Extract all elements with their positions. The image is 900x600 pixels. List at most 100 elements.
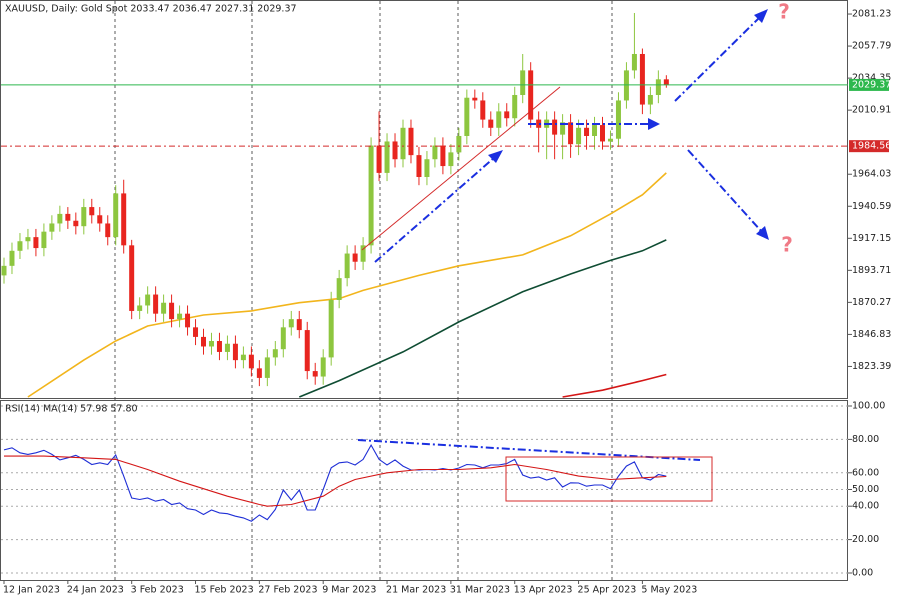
candle-body bbox=[296, 319, 302, 331]
candle-body bbox=[137, 305, 143, 311]
line bbox=[298, 239, 667, 398]
candle-body bbox=[584, 127, 590, 136]
y-tick-label: 2081.23 bbox=[852, 9, 891, 20]
candle-body bbox=[25, 237, 31, 242]
y-tick-label: 2034.35 bbox=[852, 73, 891, 84]
y-tick-label: 2057.79 bbox=[852, 41, 891, 52]
arrow-head bbox=[754, 9, 768, 23]
candle-body bbox=[73, 220, 79, 227]
candle-body bbox=[280, 327, 286, 350]
candle-body bbox=[121, 193, 127, 246]
candle-body bbox=[105, 223, 111, 238]
y-tick-label: 1917.15 bbox=[852, 233, 891, 244]
candle-body bbox=[528, 70, 534, 120]
x-tick-label: 13 Apr 2023 bbox=[514, 585, 573, 596]
candle-body bbox=[655, 79, 661, 95]
candle-body bbox=[360, 245, 366, 262]
x-tick-label: 3 Feb 2023 bbox=[131, 585, 184, 596]
candle-body bbox=[41, 231, 47, 249]
candle-body bbox=[248, 354, 254, 369]
line bbox=[4, 455, 667, 507]
candle-body bbox=[1, 265, 7, 276]
y-tick-label: 50.00 bbox=[852, 484, 879, 495]
candle-body bbox=[352, 253, 358, 262]
candle-body bbox=[376, 145, 382, 173]
candle-body bbox=[647, 94, 653, 105]
trend-line bbox=[361, 86, 561, 251]
candle-body bbox=[623, 70, 629, 101]
candle-body bbox=[368, 145, 374, 246]
candle-body bbox=[89, 207, 95, 216]
candle-body bbox=[177, 313, 183, 320]
period-separators bbox=[114, 1, 613, 580]
candle-body bbox=[520, 70, 526, 95]
candle-body bbox=[615, 100, 621, 139]
candle-body bbox=[536, 119, 542, 128]
chart-title: XAUUSD, Daily: Gold Spot 2033.47 2036.47… bbox=[5, 4, 297, 15]
drawings bbox=[357, 9, 769, 502]
candle-body bbox=[496, 111, 502, 128]
y-tick-label: 80.00 bbox=[852, 434, 879, 445]
candle-body bbox=[663, 79, 669, 85]
y-tick-label: 1964.03 bbox=[852, 169, 891, 180]
price-label: 1984.56 bbox=[852, 141, 891, 152]
candle-body bbox=[424, 159, 430, 177]
candle-body bbox=[33, 237, 39, 249]
arrow-head bbox=[756, 226, 769, 240]
y-tick-label: 1940.59 bbox=[852, 201, 891, 212]
candle-body bbox=[81, 207, 87, 227]
y-tick-label: 20.00 bbox=[852, 534, 879, 545]
candle-body bbox=[169, 302, 175, 320]
candle-body bbox=[472, 97, 478, 101]
candle-body bbox=[384, 141, 390, 173]
candle-body bbox=[256, 368, 262, 378]
candle-body bbox=[161, 302, 167, 314]
x-tick-label: 31 Mar 2023 bbox=[450, 585, 510, 596]
y-tick-label: 2010.91 bbox=[852, 105, 891, 116]
arrow-heads bbox=[488, 9, 769, 240]
candle-body bbox=[288, 319, 294, 328]
candle-body bbox=[512, 94, 518, 119]
candle-body bbox=[592, 125, 598, 136]
candle-body bbox=[312, 371, 318, 377]
candle-body bbox=[57, 213, 63, 224]
rsi-title: RSI(14) MA(14) 57.98 57.80 bbox=[5, 404, 138, 415]
candle-body bbox=[631, 53, 637, 71]
candle-body bbox=[639, 53, 645, 105]
line bbox=[3, 443, 667, 522]
candle-body bbox=[153, 294, 159, 314]
price-label-box bbox=[849, 140, 889, 153]
line bbox=[27, 172, 667, 398]
candle-body bbox=[600, 125, 605, 142]
candle-body bbox=[9, 250, 15, 266]
candle-body bbox=[304, 330, 310, 372]
x-tick-label: 27 Feb 2023 bbox=[258, 585, 317, 596]
price-label-box bbox=[849, 78, 889, 91]
candle-body bbox=[560, 122, 566, 135]
rsi-panel bbox=[0, 400, 848, 581]
highlight-box bbox=[505, 456, 713, 502]
y-tick-label: 1823.39 bbox=[852, 361, 891, 372]
y-tick-label: 60.00 bbox=[852, 467, 879, 478]
candle-body bbox=[344, 253, 350, 279]
candle-body bbox=[432, 145, 438, 160]
candle-body bbox=[456, 135, 462, 153]
candle-body bbox=[607, 138, 613, 142]
candle-body bbox=[65, 213, 71, 221]
candle-body bbox=[240, 354, 246, 361]
candle-body bbox=[480, 100, 486, 120]
candle-body bbox=[392, 141, 398, 160]
x-tick-label: 15 Feb 2023 bbox=[195, 585, 254, 596]
candle-body bbox=[185, 313, 191, 328]
arrow-head bbox=[488, 150, 503, 163]
candle-body bbox=[448, 152, 454, 167]
candle-body bbox=[576, 127, 582, 145]
candle-body bbox=[440, 145, 446, 167]
candle-body bbox=[504, 111, 510, 119]
candle-body bbox=[264, 357, 270, 378]
candle-body bbox=[488, 119, 494, 128]
x-tick-label: 12 Jan 2023 bbox=[3, 585, 60, 596]
candle-body bbox=[145, 294, 151, 306]
